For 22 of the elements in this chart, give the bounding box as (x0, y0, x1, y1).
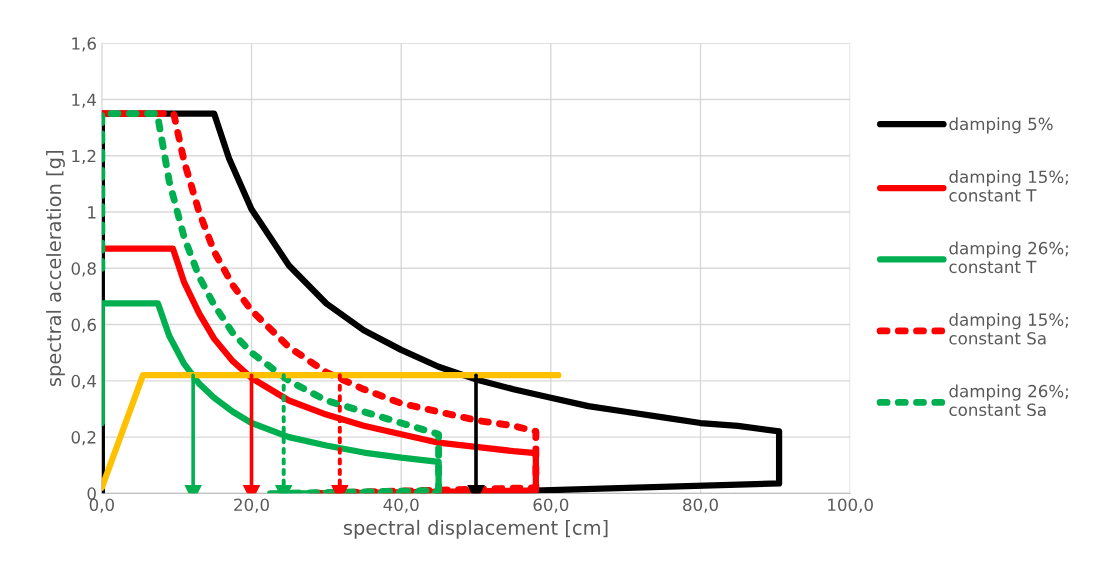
legend-label: damping 26%; constant T (949, 241, 1068, 274)
x-tick-label: 20,0 (234, 498, 269, 513)
y-tick-label: 1 (88, 206, 96, 219)
x-tick-label: 100,0 (828, 498, 873, 513)
y-tick-label: 0,6 (71, 318, 96, 333)
legend-label: damping 5% (949, 117, 1053, 134)
y-tick-label: 1,2 (72, 149, 96, 165)
y-tick-label: 1,4 (72, 93, 97, 108)
legend-label: damping 26%; constant Sa (949, 384, 1068, 417)
y-tick-label: 0,4 (71, 374, 97, 390)
x-tick-label: 40,0 (383, 498, 419, 513)
y-tick-label: 1,6 (72, 37, 96, 52)
x-tick-label: 60,0 (533, 498, 569, 513)
x-axis-title: spectral displacement [cm] (343, 519, 608, 539)
y-axis-title: spectral acceleration [g] (46, 151, 65, 387)
y-tick-label: 0,2 (71, 431, 96, 446)
x-tick-label: 0,0 (89, 498, 114, 513)
legend-label: damping 15%; constant T (949, 170, 1068, 202)
y-tick-label: 0,8 (71, 262, 96, 277)
y-tick-label: 0 (87, 487, 96, 500)
legend-label: damping 15%; constant Sa (949, 313, 1068, 345)
x-tick-label: 80,0 (683, 498, 718, 513)
